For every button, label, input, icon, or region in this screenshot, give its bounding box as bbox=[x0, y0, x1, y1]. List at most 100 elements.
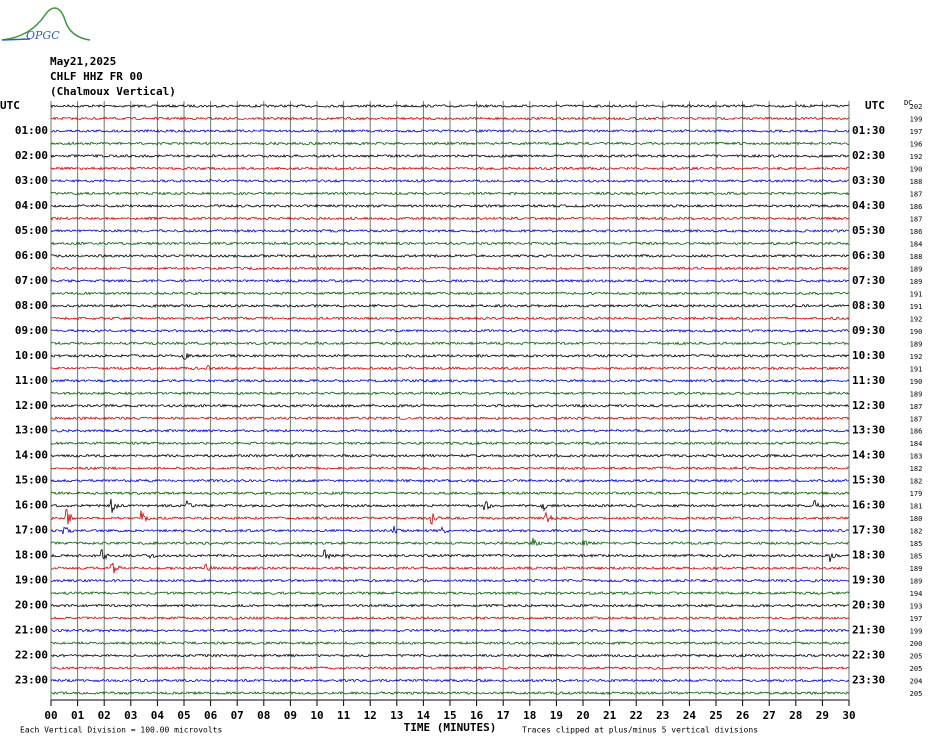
dc-value: 202 bbox=[910, 103, 923, 111]
right-time-label: 10:30 bbox=[852, 349, 885, 362]
left-time-label: 01:00 bbox=[15, 124, 48, 137]
x-tick-label: 22 bbox=[630, 709, 643, 722]
dc-value: 205 bbox=[910, 690, 923, 698]
trace bbox=[50, 498, 850, 513]
dc-value: 186 bbox=[910, 203, 923, 211]
left-time-label: 22:00 bbox=[15, 649, 48, 662]
left-time-label: 03:00 bbox=[15, 174, 48, 187]
trace bbox=[50, 578, 850, 583]
right-time-label: 16:30 bbox=[852, 499, 885, 512]
right-time-label: 23:30 bbox=[852, 674, 885, 687]
trace bbox=[50, 266, 850, 271]
dc-value: 187 bbox=[910, 415, 923, 423]
left-time-label: 02:00 bbox=[15, 149, 48, 162]
dc-value: 179 bbox=[910, 490, 923, 498]
trace bbox=[50, 216, 850, 221]
right-time-label: 12:30 bbox=[852, 399, 885, 412]
left-time-label: 09:00 bbox=[15, 324, 48, 337]
right-time-label: 03:30 bbox=[852, 174, 885, 187]
trace bbox=[50, 509, 850, 525]
dc-value: 205 bbox=[910, 665, 923, 673]
dc-value: 186 bbox=[910, 228, 923, 236]
dc-value: 192 bbox=[910, 353, 923, 361]
right-time-label: 11:30 bbox=[852, 374, 885, 387]
trace bbox=[50, 641, 850, 646]
right-time-label: 14:30 bbox=[852, 449, 885, 462]
trace bbox=[50, 128, 850, 134]
x-tick-label: 16 bbox=[470, 709, 484, 722]
dc-value: 191 bbox=[910, 290, 923, 298]
left-time-label: 21:00 bbox=[15, 624, 48, 637]
x-tick-label: 14 bbox=[417, 709, 431, 722]
dc-value: 189 bbox=[910, 265, 923, 273]
dc-value: 182 bbox=[910, 465, 923, 473]
dc-value: 204 bbox=[910, 678, 923, 686]
x-tick-label: 19 bbox=[550, 709, 563, 722]
clip-note: Traces clipped at plus/minus 5 vertical … bbox=[522, 726, 758, 735]
trace bbox=[50, 562, 850, 574]
trace bbox=[50, 603, 850, 608]
x-tick-label: 18 bbox=[523, 709, 536, 722]
dc-value: 184 bbox=[910, 440, 923, 448]
left-time-label: 14:00 bbox=[15, 449, 48, 462]
logo-line bbox=[1, 38, 31, 41]
x-tick-label: 06 bbox=[204, 709, 218, 722]
left-axis-title: UTC bbox=[0, 99, 20, 112]
dc-value: 189 bbox=[910, 390, 923, 398]
trace bbox=[50, 616, 850, 621]
x-tick-label: 29 bbox=[816, 709, 829, 722]
scale-note: Each Vertical Division = 100.00 microvol… bbox=[20, 726, 222, 735]
right-time-label: 13:30 bbox=[852, 424, 885, 437]
right-time-label: 22:30 bbox=[852, 649, 885, 662]
trace bbox=[50, 253, 850, 259]
left-time-label: 12:00 bbox=[15, 399, 48, 412]
trace bbox=[50, 153, 850, 159]
left-time-label: 16:00 bbox=[15, 499, 48, 512]
left-time-label: 17:00 bbox=[15, 524, 48, 537]
x-tick-label: 12 bbox=[364, 709, 377, 722]
x-tick-label: 15 bbox=[443, 709, 456, 722]
right-time-label: 08:30 bbox=[852, 299, 885, 312]
x-tick-label: 26 bbox=[736, 709, 750, 722]
dc-value: 205 bbox=[910, 653, 923, 661]
x-tick-label: 24 bbox=[683, 709, 697, 722]
x-axis-title: TIME (MINUTES) bbox=[404, 721, 497, 734]
dc-value: 193 bbox=[910, 603, 923, 611]
trace bbox=[50, 203, 850, 209]
x-tick-label: 09 bbox=[284, 709, 297, 722]
trace bbox=[50, 591, 850, 596]
right-time-label: 09:30 bbox=[852, 324, 885, 337]
left-time-label: 13:00 bbox=[15, 424, 48, 437]
dc-value: 184 bbox=[910, 240, 923, 248]
dc-value: 194 bbox=[910, 590, 923, 598]
trace bbox=[50, 466, 850, 471]
trace bbox=[50, 537, 850, 546]
trace bbox=[50, 341, 850, 346]
right-time-label: 20:30 bbox=[852, 599, 885, 612]
x-tick-label: 30 bbox=[842, 709, 855, 722]
trace bbox=[50, 178, 850, 183]
x-tick-label: 21 bbox=[603, 709, 617, 722]
trace bbox=[50, 228, 850, 233]
trace bbox=[50, 291, 850, 296]
trace bbox=[50, 441, 850, 446]
trace bbox=[50, 303, 850, 308]
dc-value: 186 bbox=[910, 428, 923, 436]
left-time-label: 11:00 bbox=[15, 374, 48, 387]
dc-value: 187 bbox=[910, 190, 923, 198]
trace bbox=[50, 491, 850, 496]
trace bbox=[50, 653, 850, 658]
dc-value: 185 bbox=[910, 540, 923, 548]
x-tick-label: 07 bbox=[231, 709, 244, 722]
dc-value: 197 bbox=[910, 615, 923, 623]
dc-value: 197 bbox=[910, 128, 923, 136]
dc-value: 189 bbox=[910, 565, 923, 573]
trace bbox=[50, 103, 850, 109]
x-tick-label: 13 bbox=[390, 709, 403, 722]
left-time-label: 06:00 bbox=[15, 249, 48, 262]
x-tick-label: 05 bbox=[177, 709, 190, 722]
logo-text: OPGC bbox=[26, 29, 60, 42]
station: CHLF HHZ FR 00 bbox=[50, 70, 143, 83]
trace bbox=[50, 316, 850, 321]
